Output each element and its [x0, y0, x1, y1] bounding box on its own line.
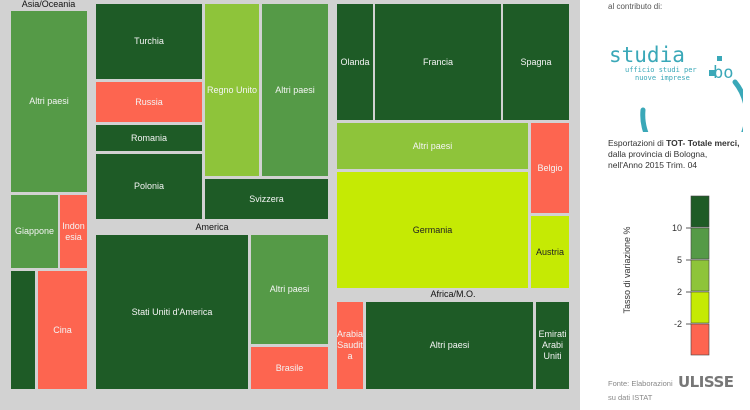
treemap: Asia/Oceania Altri paesi Giappone Indon …: [0, 0, 580, 410]
tile-america-altri-paesi[interactable]: Altri paesi: [251, 235, 328, 344]
legend-bar: [690, 195, 710, 228]
tile-germania[interactable]: Germania: [337, 172, 528, 288]
legend-bar: [690, 227, 710, 260]
tile-europa-altri-paesi-2[interactable]: Altri paesi: [337, 123, 528, 169]
tile-arabia-saudita[interactable]: Arabia Saudit a: [337, 302, 363, 389]
group-label: Asia/Oceania: [21, 0, 76, 9]
logo-tagline-1: ufficio studi per: [625, 66, 697, 74]
tile-cina[interactable]: Cina: [38, 271, 87, 389]
legend-bar: [690, 323, 710, 356]
desc-prefix: Esportazioni di: [608, 138, 667, 148]
tile-asia-altri-paesi[interactable]: Altri paesi: [11, 11, 87, 192]
tile-africa-altri-paesi[interactable]: Altri paesi: [366, 302, 533, 389]
legend-title: Tasso di variazione %: [622, 226, 632, 313]
tile-austria[interactable]: Austria: [531, 216, 569, 288]
tile-belgio[interactable]: Belgio: [531, 123, 569, 213]
tile-asia-unlabeled[interactable]: [11, 271, 35, 389]
tile-europa-altri-paesi[interactable]: Altri paesi: [262, 4, 328, 176]
tile-label: Altri paesi: [269, 284, 310, 294]
source-line-1: Fonte: Elaborazioni: [608, 379, 673, 388]
tile-label: Turchia: [134, 36, 164, 46]
logo-bo: bo: [713, 63, 733, 83]
tile-label: Cina: [53, 324, 72, 335]
tile-francia[interactable]: Francia: [375, 4, 501, 120]
tile-russia[interactable]: Russia: [96, 82, 202, 122]
tile-label: Olanda: [340, 56, 370, 67]
logo-square-2: [717, 56, 722, 61]
tile-romania[interactable]: Romania: [96, 125, 202, 151]
group-label-america: America: [195, 222, 229, 232]
tile-polonia[interactable]: Polonia: [96, 154, 202, 219]
group-label-africa: Africa/M.O.: [430, 289, 476, 299]
tile-label: Francia: [422, 56, 453, 67]
desc-bold: TOT- Totale merci,: [666, 138, 740, 148]
tile-label: Brasile: [275, 362, 304, 373]
tile-olanda[interactable]: Olanda: [337, 4, 373, 120]
tile-label: Indon esia: [62, 220, 85, 242]
tile-stati-uniti[interactable]: Stati Uniti d'America: [96, 235, 248, 389]
logo-word: studia: [609, 43, 685, 67]
logo-arc: [640, 79, 743, 132]
tile-label: Spagna: [520, 56, 552, 67]
logo-tagline-2: nuove imprese: [635, 74, 690, 82]
tile-label: Arabia Saudit a: [337, 329, 363, 361]
chart-description: Esportazioni di TOT- Totale merci, dalla…: [608, 138, 743, 171]
color-legend: Tasso di variazione % 10 5 2 -2: [622, 195, 710, 356]
tile-label: Russia: [135, 96, 163, 107]
tile-label: Altri paesi: [29, 96, 69, 106]
tile-label: Emirati Arabi Uniti: [538, 329, 567, 361]
legend-tick-label: 2: [677, 287, 682, 297]
tile-label: Austria: [535, 246, 564, 257]
legend-ticks: 10 5 2 -2: [672, 223, 691, 329]
legend-bars: [690, 195, 710, 356]
tile-spagna[interactable]: Spagna: [503, 4, 569, 120]
desc-suffix: dalla provincia di Bologna, nell'Anno 20…: [608, 149, 708, 170]
tile-giappone[interactable]: Giappone: [11, 195, 58, 268]
tile-turchia[interactable]: Turchia: [96, 4, 202, 79]
legend-tick-label: -2: [674, 319, 682, 329]
tile-label: Giappone: [14, 226, 55, 236]
legend-bar: [690, 291, 710, 324]
tile-emirati[interactable]: Emirati Arabi Uniti: [536, 302, 569, 389]
studiabo-logo: studia ufficio studi per nuove imprese b…: [609, 43, 743, 132]
source-line-2: su dati ISTAT: [608, 393, 653, 402]
tile-label: Polonia: [133, 181, 165, 191]
ulisse-logo: ULISSE: [678, 373, 734, 391]
tile-label: Svizzera: [249, 193, 284, 204]
tile-label: Belgio: [537, 162, 563, 173]
tile-label: Germania: [412, 224, 453, 235]
tile-brasile[interactable]: Brasile: [251, 347, 328, 389]
legend-bar: [690, 259, 710, 292]
tile-label: Altri paesi: [412, 140, 453, 151]
tile-label: Stati Uniti d'America: [131, 306, 213, 317]
tile-label: Regno Unito: [206, 84, 258, 95]
sidebar: [580, 0, 750, 410]
tile-label: Altri paesi: [429, 340, 470, 350]
tile-regno-unito[interactable]: Regno Unito: [205, 4, 259, 176]
tile-indonesia[interactable]: Indon esia: [60, 195, 87, 268]
legend-tick-label: 10: [672, 223, 682, 233]
tile-svizzera[interactable]: Svizzera: [205, 179, 328, 219]
logo-square-1: [709, 70, 715, 76]
tile-label: Altri paesi: [275, 84, 315, 95]
credit-text: al contributo di:: [608, 2, 663, 11]
source-note: Fonte: Elaborazioni su dati ISTAT: [608, 377, 673, 405]
legend-tick-label: 5: [677, 255, 682, 265]
tile-label: Romania: [130, 132, 168, 143]
